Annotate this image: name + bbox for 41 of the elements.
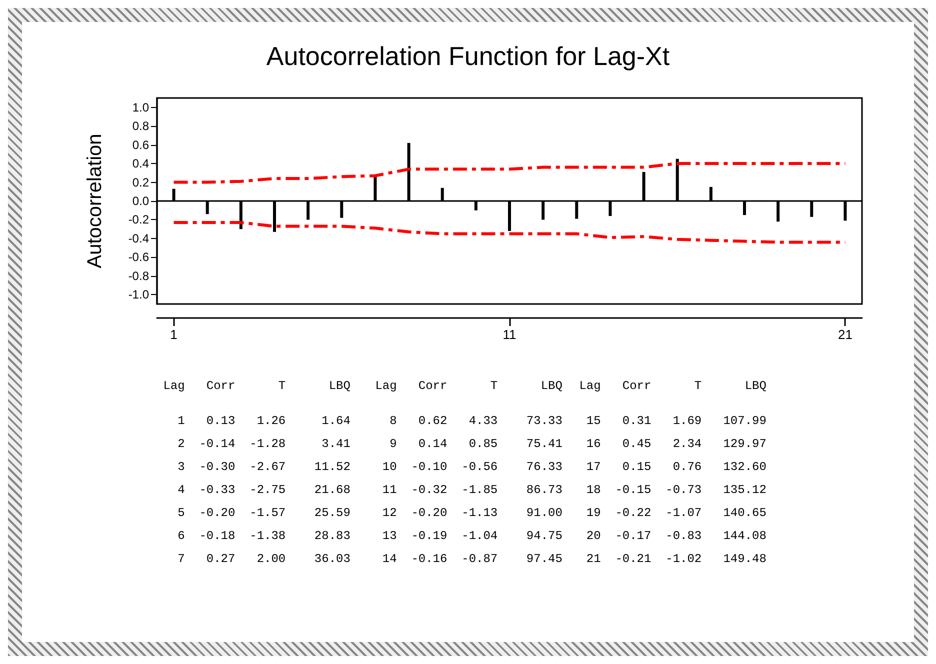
text: 21 -0.21 -1.02 149.48 [585, 552, 768, 568]
text: 12 -0.20 -1.13 91.00 [381, 506, 564, 522]
y-tick-label: 0.4 [132, 156, 150, 171]
y-axis-title: Autocorrelation [84, 134, 106, 268]
text: 1 0.13 1.26 1.64 [176, 414, 352, 430]
text: 11 -0.32 -1.85 86.73 [381, 483, 564, 499]
text: 14 -0.16 -0.87 97.45 [381, 552, 564, 568]
text: 8 0.62 4.33 73.33 [388, 414, 564, 430]
x-tick-label: 21 [838, 327, 852, 342]
y-tick-label: 0.0 [132, 194, 150, 208]
text: 19 -0.22 -1.07 140.65 [585, 506, 768, 522]
text: 16 0.45 2.34 129.97 [585, 437, 768, 453]
text: Lag Corr T LBQ [578, 379, 768, 395]
text: Lag Corr T LBQ [374, 379, 564, 395]
x-tick-label: 1 [170, 327, 178, 342]
text: 15 0.31 1.69 107.99 [585, 414, 768, 430]
text: 17 0.15 0.76 132.60 [585, 460, 768, 476]
text: 4 -0.33 -2.75 21.68 [176, 483, 352, 499]
text: 18 -0.15 -0.73 135.12 [585, 483, 768, 499]
y-tick-label: 0.2 [132, 175, 150, 190]
text: 7 0.27 2.00 36.03 [176, 552, 352, 568]
text: 10 -0.10 -0.56 76.33 [381, 460, 564, 476]
text: Lag Corr T LBQ [162, 379, 352, 395]
line-series [172, 162, 847, 184]
chart-title: Autocorrelation Function for Lag-Xt [266, 41, 670, 71]
y-tick-label: -0.6 [128, 250, 150, 264]
y-tick-label: -0.2 [128, 212, 150, 227]
y-tick-label: 0.6 [132, 138, 150, 152]
y-tick-label: -0.8 [128, 268, 150, 283]
y-tick-label: 0.8 [132, 119, 150, 134]
y-tick-label: 1.0 [132, 100, 150, 114]
text: 9 0.14 0.85 75.41 [388, 437, 564, 453]
text: 5 -0.20 -1.57 25.59 [176, 506, 352, 522]
text: 6 -0.18 -1.38 28.83 [176, 529, 352, 545]
text: 13 -0.19 -1.04 94.75 [381, 529, 564, 545]
x-tick-label: 11 [502, 327, 516, 342]
text: 3 -0.30 -2.67 11.52 [176, 460, 352, 476]
y-tick-label: -1.0 [128, 288, 150, 302]
text: 2 -0.14 -1.28 3.41 [176, 437, 352, 453]
y-tick-label: -0.4 [128, 231, 150, 246]
text: 20 -0.17 -0.83 144.08 [585, 529, 768, 545]
